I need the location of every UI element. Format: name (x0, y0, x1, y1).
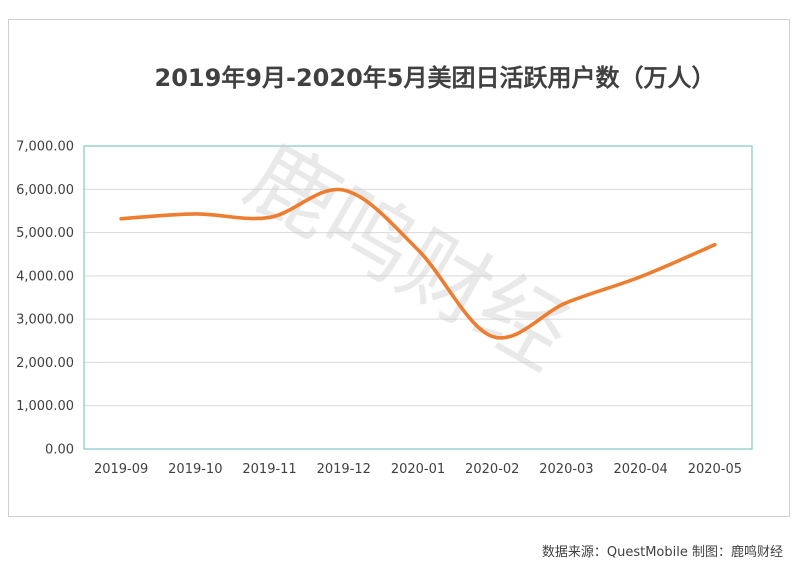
x-tick-label: 2020-03 (539, 462, 593, 477)
x-tick-label: 2020-04 (614, 462, 668, 477)
grid-lines (84, 188, 752, 407)
plot-area-border (83, 145, 753, 450)
x-tick-label: 2020-05 (688, 462, 742, 477)
x-tick-label: 2019-10 (168, 462, 222, 477)
series-line (119, 187, 717, 340)
y-axis-ticks: 0.00 1,000.00 2,000.00 3,000.00 4,000.00 5,00… (16, 140, 74, 458)
y-tick-label: 4,000.00 (16, 269, 74, 284)
y-tick-label: 3,000.00 (16, 313, 74, 328)
watermark-text: 鹿鸣财经 (230, 124, 586, 389)
x-axis-ticks: 2019-09 2019-10 2019-11 2019-12 2020-01 2020-… (94, 462, 742, 477)
y-tick-label: 0.00 (45, 443, 74, 458)
source-note: 数据来源：QuestMobile 制图：鹿鸣财经 (541, 545, 783, 560)
y-tick-label: 7,000.00 (16, 140, 74, 155)
x-tick-label: 2019-11 (242, 462, 296, 477)
y-tick-label: 5,000.00 (16, 226, 74, 241)
x-tick-label: 2019-12 (317, 462, 371, 477)
y-tick-label: 6,000.00 (16, 183, 74, 198)
x-tick-label: 2019-09 (94, 462, 148, 477)
y-tick-label: 2,000.00 (16, 356, 74, 371)
y-tick-label: 1,000.00 (16, 399, 74, 414)
chart-title: 2019年9月-2020年5月美团日活跃用户数（万人） (155, 64, 716, 92)
x-tick-label: 2020-02 (465, 462, 519, 477)
x-tick-label: 2020-01 (391, 462, 445, 477)
